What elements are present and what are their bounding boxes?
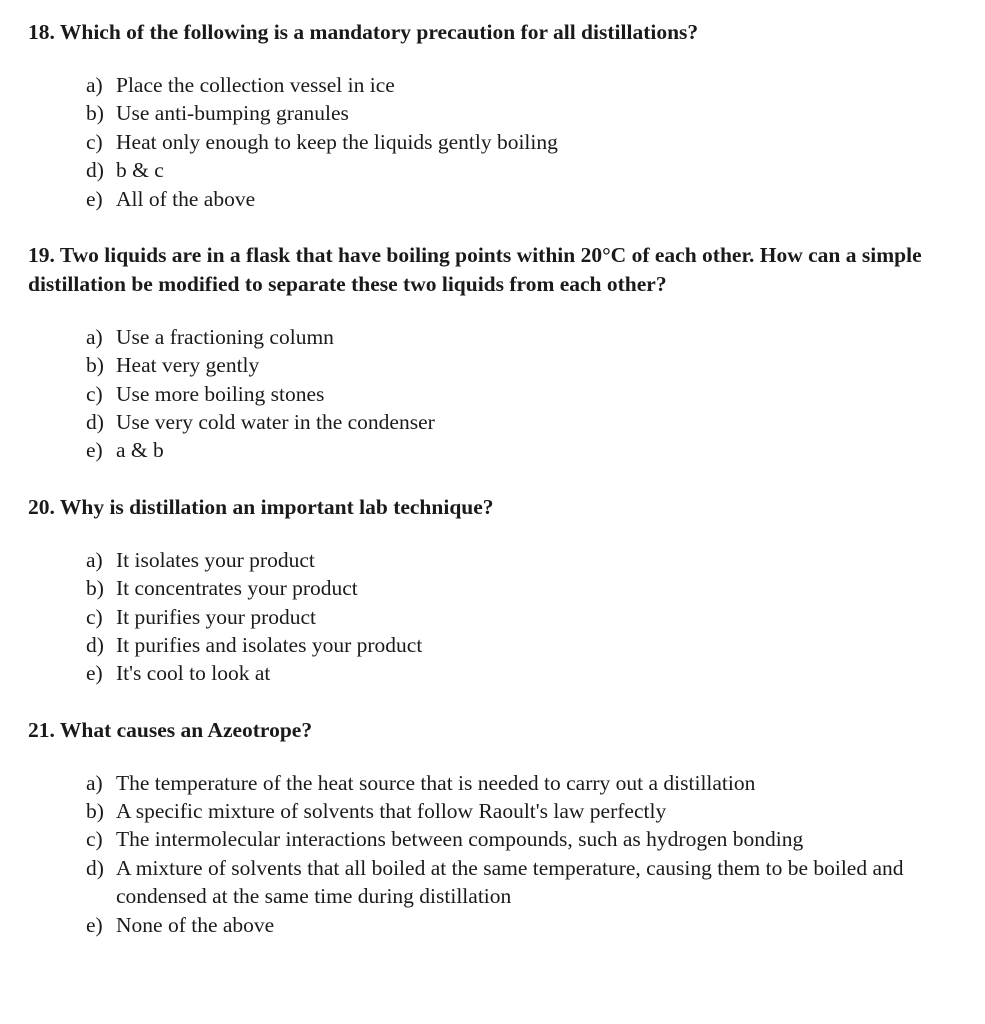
option-text: The temperature of the heat source that … xyxy=(116,769,957,797)
question-prompt: Which of the following is a mandatory pr… xyxy=(60,20,698,44)
question-block: 19. Two liquids are in a flask that have… xyxy=(28,241,957,465)
options-list: a) The temperature of the heat source th… xyxy=(28,769,957,939)
options-list: a) Place the collection vessel in ice b)… xyxy=(28,71,957,213)
option-letter: a) xyxy=(86,71,116,99)
option-letter: c) xyxy=(86,825,116,853)
option-text: It purifies and isolates your product xyxy=(116,631,957,659)
option-text: Use a fractioning column xyxy=(116,323,957,351)
option-text: A mixture of solvents that all boiled at… xyxy=(116,854,957,911)
option-letter: b) xyxy=(86,574,116,602)
option-text: Use very cold water in the condenser xyxy=(116,408,957,436)
question-text: 21. What causes an Azeotrope? xyxy=(28,716,957,745)
option-item: d) Use very cold water in the condenser xyxy=(86,408,957,436)
question-text: 19. Two liquids are in a flask that have… xyxy=(28,241,957,299)
option-text: It purifies your product xyxy=(116,603,957,631)
option-text: Place the collection vessel in ice xyxy=(116,71,957,99)
option-item: c) It purifies your product xyxy=(86,603,957,631)
option-item: c) Heat only enough to keep the liquids … xyxy=(86,128,957,156)
option-item: e) None of the above xyxy=(86,911,957,939)
option-letter: b) xyxy=(86,351,116,379)
option-item: d) A mixture of solvents that all boiled… xyxy=(86,854,957,911)
option-item: b) A specific mixture of solvents that f… xyxy=(86,797,957,825)
option-letter: e) xyxy=(86,436,116,464)
option-text: All of the above xyxy=(116,185,957,213)
option-item: e) a & b xyxy=(86,436,957,464)
option-text: a & b xyxy=(116,436,957,464)
option-text: b & c xyxy=(116,156,957,184)
option-letter: e) xyxy=(86,911,116,939)
option-item: b) It concentrates your product xyxy=(86,574,957,602)
option-letter: c) xyxy=(86,380,116,408)
question-text: 20. Why is distillation an important lab… xyxy=(28,493,957,522)
question-number: 18. xyxy=(28,20,55,44)
option-text: A specific mixture of solvents that foll… xyxy=(116,797,957,825)
option-letter: a) xyxy=(86,769,116,797)
option-text: Heat very gently xyxy=(116,351,957,379)
option-item: a) Use a fractioning column xyxy=(86,323,957,351)
option-text: It's cool to look at xyxy=(116,659,957,687)
options-list: a) It isolates your product b) It concen… xyxy=(28,546,957,688)
option-item: c) Use more boiling stones xyxy=(86,380,957,408)
option-letter: b) xyxy=(86,797,116,825)
option-letter: e) xyxy=(86,185,116,213)
option-letter: d) xyxy=(86,631,116,659)
option-letter: a) xyxy=(86,546,116,574)
option-letter: c) xyxy=(86,603,116,631)
option-item: e) It's cool to look at xyxy=(86,659,957,687)
option-text: None of the above xyxy=(116,911,957,939)
option-item: a) It isolates your product xyxy=(86,546,957,574)
option-item: d) It purifies and isolates your product xyxy=(86,631,957,659)
questions-container: 18. Which of the following is a mandator… xyxy=(28,18,957,939)
option-text: Use anti-bumping granules xyxy=(116,99,957,127)
question-block: 20. Why is distillation an important lab… xyxy=(28,493,957,688)
question-number: 19. xyxy=(28,243,55,267)
question-prompt: Why is distillation an important lab tec… xyxy=(60,495,494,519)
option-item: b) Use anti-bumping granules xyxy=(86,99,957,127)
question-block: 21. What causes an Azeotrope? a) The tem… xyxy=(28,716,957,939)
option-letter: d) xyxy=(86,408,116,436)
option-text: The intermolecular interactions between … xyxy=(116,825,957,853)
option-item: a) Place the collection vessel in ice xyxy=(86,71,957,99)
option-text: It concentrates your product xyxy=(116,574,957,602)
option-item: b) Heat very gently xyxy=(86,351,957,379)
option-item: d) b & c xyxy=(86,156,957,184)
option-letter: c) xyxy=(86,128,116,156)
option-letter: d) xyxy=(86,854,116,882)
option-item: a) The temperature of the heat source th… xyxy=(86,769,957,797)
question-text: 18. Which of the following is a mandator… xyxy=(28,18,957,47)
option-letter: e) xyxy=(86,659,116,687)
option-item: c) The intermolecular interactions betwe… xyxy=(86,825,957,853)
option-text: Use more boiling stones xyxy=(116,380,957,408)
options-list: a) Use a fractioning column b) Heat very… xyxy=(28,323,957,465)
option-item: e) All of the above xyxy=(86,185,957,213)
question-prompt: What causes an Azeotrope? xyxy=(60,718,312,742)
question-number: 21. xyxy=(28,718,55,742)
question-block: 18. Which of the following is a mandator… xyxy=(28,18,957,213)
question-number: 20. xyxy=(28,495,55,519)
option-text: It isolates your product xyxy=(116,546,957,574)
option-text: Heat only enough to keep the liquids gen… xyxy=(116,128,957,156)
question-prompt: Two liquids are in a flask that have boi… xyxy=(28,243,922,296)
option-letter: b) xyxy=(86,99,116,127)
option-letter: a) xyxy=(86,323,116,351)
option-letter: d) xyxy=(86,156,116,184)
